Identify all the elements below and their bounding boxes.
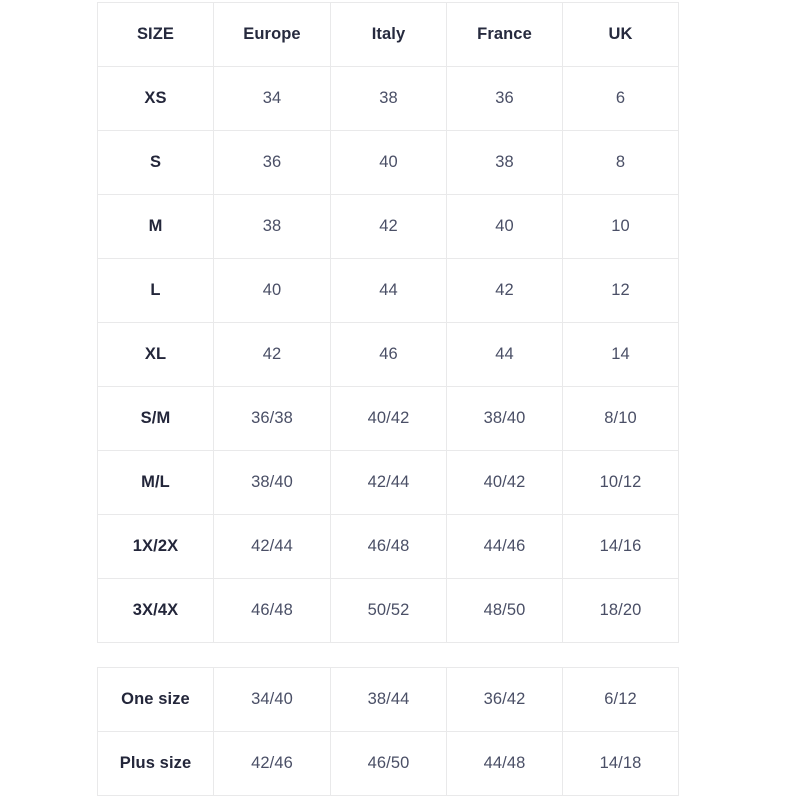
size-label: S xyxy=(97,130,214,195)
size-label: XL xyxy=(97,322,214,387)
europe-value: 40 xyxy=(213,258,331,323)
table-header-row: SIZE Europe Italy France UK xyxy=(97,2,679,67)
europe-value: 46/48 xyxy=(213,578,331,643)
uk-value: 6/12 xyxy=(562,667,679,732)
size-label: Plus size xyxy=(97,731,214,796)
italy-value: 42 xyxy=(330,194,447,259)
column-header-uk: UK xyxy=(562,2,679,67)
italy-value: 40/42 xyxy=(330,386,447,451)
italy-value: 38 xyxy=(330,66,447,131)
europe-value: 42 xyxy=(213,322,331,387)
europe-value: 34 xyxy=(213,66,331,131)
size-label: M xyxy=(97,194,214,259)
table-row: 1X/2X 42/44 46/48 44/46 14/16 xyxy=(97,514,679,579)
uk-value: 14/18 xyxy=(562,731,679,796)
table-row: M/L 38/40 42/44 40/42 10/12 xyxy=(97,450,679,515)
column-header-size: SIZE xyxy=(97,2,214,67)
column-header-italy: Italy xyxy=(330,2,447,67)
table-body: One size 34/40 38/44 36/42 6/12 Plus siz… xyxy=(97,667,679,796)
france-value: 44/46 xyxy=(446,514,563,579)
table-header: SIZE Europe Italy France UK xyxy=(97,2,679,67)
table-row: One size 34/40 38/44 36/42 6/12 xyxy=(97,667,679,732)
uk-value: 18/20 xyxy=(562,578,679,643)
europe-value: 38 xyxy=(213,194,331,259)
europe-value: 42/46 xyxy=(213,731,331,796)
italy-value: 42/44 xyxy=(330,450,447,515)
uk-value: 8/10 xyxy=(562,386,679,451)
table-row: XL 42 46 44 14 xyxy=(97,322,679,387)
table-row: 3X/4X 46/48 50/52 48/50 18/20 xyxy=(97,578,679,643)
table-row: XS 34 38 36 6 xyxy=(97,66,679,131)
italy-value: 46/48 xyxy=(330,514,447,579)
table-row: S 36 40 38 8 xyxy=(97,130,679,195)
italy-value: 38/44 xyxy=(330,667,447,732)
size-label: S/M xyxy=(97,386,214,451)
italy-value: 46/50 xyxy=(330,731,447,796)
size-label: 3X/4X xyxy=(97,578,214,643)
italy-value: 46 xyxy=(330,322,447,387)
uk-value: 8 xyxy=(562,130,679,195)
france-value: 48/50 xyxy=(446,578,563,643)
size-label: M/L xyxy=(97,450,214,515)
uk-value: 12 xyxy=(562,258,679,323)
france-value: 44 xyxy=(446,322,563,387)
europe-value: 38/40 xyxy=(213,450,331,515)
italy-value: 44 xyxy=(330,258,447,323)
france-value: 40/42 xyxy=(446,450,563,515)
italy-value: 40 xyxy=(330,130,447,195)
size-label: One size xyxy=(97,667,214,732)
france-value: 36 xyxy=(446,66,563,131)
france-value: 38 xyxy=(446,130,563,195)
france-value: 36/42 xyxy=(446,667,563,732)
size-label: XS xyxy=(97,66,214,131)
table-row: L 40 44 42 12 xyxy=(97,258,679,323)
europe-value: 34/40 xyxy=(213,667,331,732)
column-header-europe: Europe xyxy=(213,2,331,67)
europe-value: 36/38 xyxy=(213,386,331,451)
table-body: XS 34 38 36 6 S 36 40 38 8 M 38 42 40 10 xyxy=(97,66,679,643)
france-value: 40 xyxy=(446,194,563,259)
france-value: 42 xyxy=(446,258,563,323)
italy-value: 50/52 xyxy=(330,578,447,643)
uk-value: 14/16 xyxy=(562,514,679,579)
international-size-conversion-table: SIZE Europe Italy France UK XS 34 38 36 … xyxy=(97,2,679,643)
uk-value: 6 xyxy=(562,66,679,131)
table-row: S/M 36/38 40/42 38/40 8/10 xyxy=(97,386,679,451)
column-header-france: France xyxy=(446,2,563,67)
size-label: 1X/2X xyxy=(97,514,214,579)
table-row: M 38 42 40 10 xyxy=(97,194,679,259)
size-label: L xyxy=(97,258,214,323)
table-row: Plus size 42/46 46/50 44/48 14/18 xyxy=(97,731,679,796)
uk-value: 10 xyxy=(562,194,679,259)
europe-value: 36 xyxy=(213,130,331,195)
france-value: 44/48 xyxy=(446,731,563,796)
france-value: 38/40 xyxy=(446,386,563,451)
uk-value: 10/12 xyxy=(562,450,679,515)
one-size-conversion-table: One size 34/40 38/44 36/42 6/12 Plus siz… xyxy=(97,667,679,796)
uk-value: 14 xyxy=(562,322,679,387)
europe-value: 42/44 xyxy=(213,514,331,579)
